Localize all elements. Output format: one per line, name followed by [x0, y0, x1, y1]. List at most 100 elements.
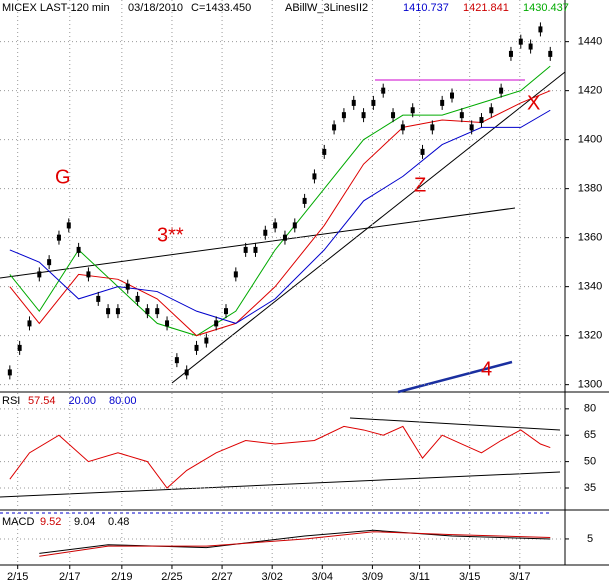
- candle-body: [351, 99, 356, 106]
- rsi-trend-line: [349, 417, 561, 431]
- candle-body: [322, 148, 327, 155]
- candle-body: [469, 124, 474, 131]
- candle-body: [341, 112, 346, 119]
- candle-body: [66, 222, 71, 229]
- candle-body: [282, 234, 287, 241]
- rsi-trend-line: [0, 471, 561, 498]
- candle-body: [489, 107, 494, 114]
- rsi-title: RSI: [2, 395, 20, 407]
- trend-line: [397, 360, 513, 394]
- indicator-name: ABillW_3LinesII2: [285, 2, 368, 14]
- annotation: 4: [481, 358, 492, 380]
- header-value: 1430.437: [523, 2, 569, 14]
- candle-body: [86, 271, 91, 278]
- candle-body: [263, 229, 268, 236]
- x-tick-label: 3/17: [509, 571, 530, 583]
- candle-body: [125, 283, 130, 290]
- x-tick-label: 2/25: [161, 571, 182, 583]
- y-tick-label: 1440: [578, 36, 602, 48]
- candle-body: [459, 112, 464, 119]
- y-tick-label: 1380: [578, 183, 602, 195]
- candle-body: [450, 92, 454, 99]
- annotation: Z: [414, 174, 426, 196]
- header-value: 9.52: [40, 516, 61, 528]
- candle-body: [174, 357, 179, 364]
- candle-body: [302, 197, 307, 204]
- candle-body: [518, 38, 523, 45]
- trend-line: [171, 71, 566, 384]
- annotation: 3**: [157, 224, 184, 246]
- candle-body: [27, 320, 32, 327]
- candle-body: [145, 308, 150, 315]
- x-tick-label: 3/11: [409, 571, 430, 583]
- series-line: [9, 65, 551, 337]
- candle-body: [165, 320, 170, 327]
- candle-body: [273, 222, 278, 229]
- x-tick-label: 2/17: [59, 571, 80, 583]
- y-tick-label: 5: [587, 533, 593, 545]
- header-value: 9.04: [74, 516, 95, 528]
- candle-body: [548, 50, 553, 57]
- candle-body: [96, 295, 101, 302]
- candle-body: [253, 246, 258, 253]
- y-tick-label: 1340: [578, 281, 602, 293]
- header-value: 1410.737: [403, 2, 449, 14]
- chart-title: MICEX LAST-120 min: [2, 2, 110, 14]
- x-tick-label: 2/27: [211, 571, 232, 583]
- close-label: C=1433.450: [191, 2, 251, 14]
- candle-body: [184, 369, 189, 376]
- candle-body: [214, 320, 219, 327]
- trend-line: [0, 207, 516, 279]
- x-tick-label: 3/09: [362, 571, 383, 583]
- y-tick-label: 1300: [578, 379, 602, 391]
- x-tick-label: 3/02: [261, 571, 282, 583]
- y-tick-label: 1360: [578, 232, 602, 244]
- series-line: [39, 529, 551, 554]
- y-tick-label: 80: [584, 403, 596, 415]
- candle-body: [361, 112, 366, 119]
- candle-body: [233, 271, 238, 278]
- header-value: 57.54: [28, 395, 56, 407]
- candle-body: [155, 308, 160, 315]
- macd-title: MACD: [2, 516, 34, 528]
- candle-body: [292, 222, 297, 229]
- candle-body: [430, 124, 435, 131]
- header-value: 0.48: [108, 516, 129, 528]
- candle-body: [224, 308, 228, 315]
- candle-body: [400, 124, 405, 131]
- header-value: 1421.841: [463, 2, 509, 14]
- y-tick-label: 1420: [578, 85, 602, 97]
- candle-body: [135, 295, 140, 302]
- candle-body: [410, 107, 415, 114]
- x-tick-label: 3/04: [312, 571, 333, 583]
- candle-body: [37, 271, 42, 278]
- annotation: G: [55, 166, 71, 188]
- candle-body: [106, 308, 111, 315]
- annotation: X: [527, 92, 540, 114]
- series-line: [9, 90, 551, 337]
- y-tick-label: 1320: [578, 330, 602, 342]
- candle-body: [391, 112, 396, 119]
- candle-body: [115, 308, 120, 315]
- series-line: [9, 425, 551, 489]
- candle-body: [508, 50, 513, 57]
- y-tick-label: 65: [584, 429, 596, 441]
- candle-body: [56, 234, 61, 241]
- x-tick-label: 2/15: [7, 571, 28, 583]
- candle-body: [76, 246, 81, 253]
- candle-body: [47, 259, 52, 266]
- candle-body: [332, 124, 337, 131]
- candle-body: [7, 369, 12, 376]
- header-value: 20.00: [69, 395, 97, 407]
- series-line: [39, 531, 551, 557]
- candle-body: [381, 87, 386, 94]
- candle-body: [312, 173, 317, 180]
- candle-body: [440, 99, 445, 106]
- candle-body: [528, 43, 533, 50]
- date: 03/18/2010: [128, 2, 183, 14]
- candle-body: [243, 246, 248, 253]
- candle-body: [479, 117, 484, 124]
- candle-body: [499, 87, 504, 94]
- x-tick-label: 3/15: [459, 571, 480, 583]
